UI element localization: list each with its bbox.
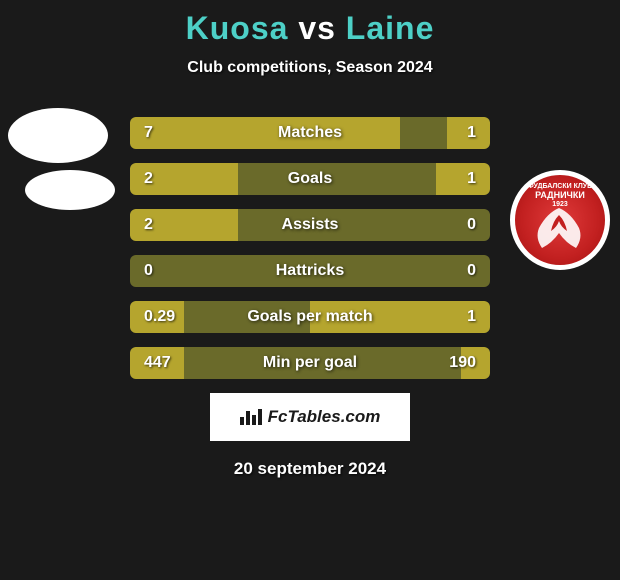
stat-label: Assists: [130, 216, 490, 234]
player2-club-badge: ФУДБАЛСКИ КЛУБ РАДНИЧКИ 1923: [510, 170, 610, 270]
stat-row: 7Matches1: [130, 117, 490, 149]
fctables-watermark: FcTables.com: [210, 393, 410, 441]
comparison-infographic: Kuosa vs Laine Club competitions, Season…: [0, 0, 620, 479]
stat-label: Hattricks: [130, 262, 490, 280]
fctables-label: FcTables.com: [268, 407, 381, 427]
stat-value-right: 1: [467, 308, 476, 326]
vs-text: vs: [298, 10, 336, 46]
stat-value-right: 1: [467, 124, 476, 142]
stat-value-right: 1: [467, 170, 476, 188]
player2-name: Laine: [346, 10, 435, 46]
bars-icon: [240, 409, 262, 425]
stat-value-right: 190: [449, 354, 476, 372]
stat-row: 2Assists0: [130, 209, 490, 241]
eagle-icon: [527, 203, 592, 258]
stat-value-right: 0: [467, 216, 476, 234]
stat-label: Matches: [130, 124, 490, 142]
stat-value-right: 0: [467, 262, 476, 280]
date-text: 20 september 2024: [0, 459, 620, 479]
player1-name: Kuosa: [186, 10, 289, 46]
player1-club-logo: [8, 108, 108, 163]
stat-label: Goals: [130, 170, 490, 188]
stat-label: Goals per match: [130, 308, 490, 326]
stat-row: 447Min per goal190: [130, 347, 490, 379]
stat-label: Min per goal: [130, 354, 490, 372]
stat-row: 0.29Goals per match1: [130, 301, 490, 333]
stat-row: 2Goals1: [130, 163, 490, 195]
player1-club-logo-2: [25, 170, 115, 210]
page-title: Kuosa vs Laine: [0, 10, 620, 47]
subtitle: Club competitions, Season 2024: [0, 59, 620, 77]
stat-rows: 7Matches12Goals12Assists00Hattricks00.29…: [130, 117, 490, 379]
stat-row: 0Hattricks0: [130, 255, 490, 287]
